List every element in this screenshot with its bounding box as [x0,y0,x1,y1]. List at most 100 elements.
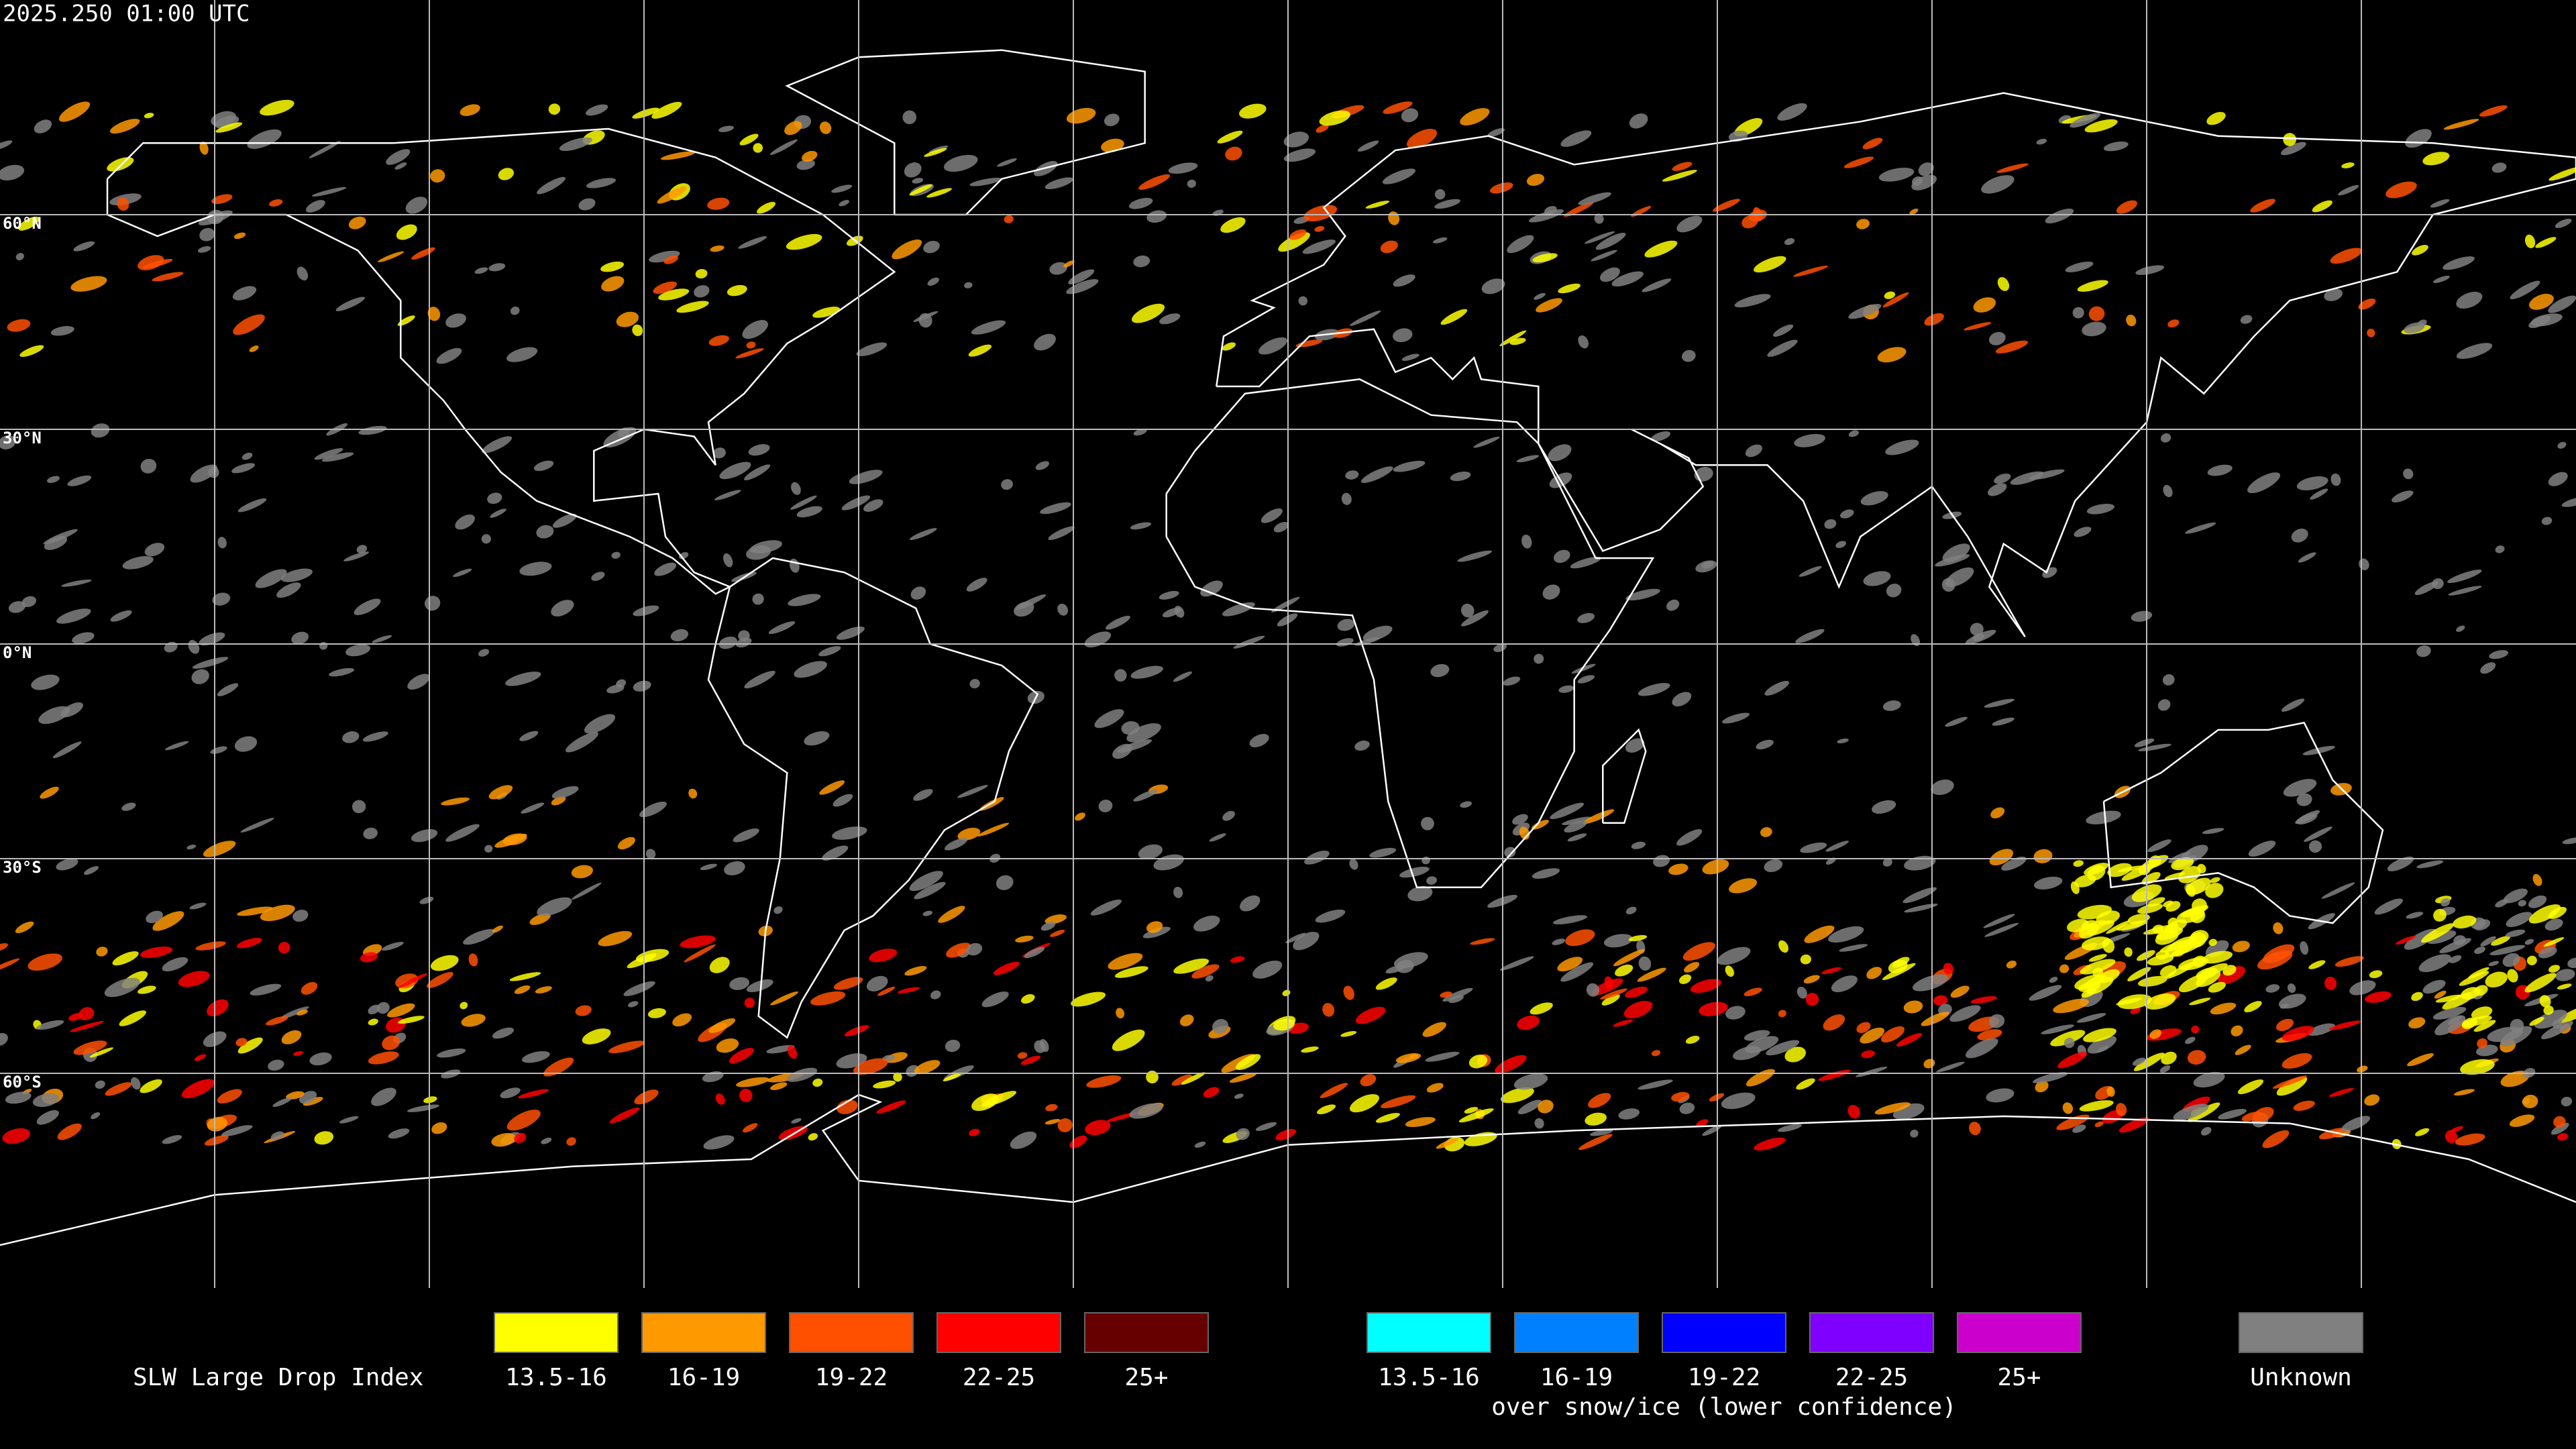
cloud-patch [913,789,933,801]
cloud-patch [2310,488,2328,500]
cloud-patch [1044,1119,1061,1125]
cloud-patch [914,1060,941,1075]
cloud-patch [1162,607,1181,618]
cloud-patch [2432,578,2444,590]
cloud-patch [2395,935,2416,945]
cloud-patch [2349,980,2376,996]
cloud-patch [2557,983,2572,989]
cloud-patch [1966,1038,1998,1059]
cloud-patch [2489,945,2526,956]
cloud-patch [1534,1118,1544,1129]
cloud-patch [144,113,154,119]
cloud-patch [189,902,207,910]
cloud-patch [1578,192,1611,205]
cloud-patch [112,951,139,966]
cloud-patch [1679,1102,1695,1114]
cloud-patch [5,1091,32,1104]
cloud-patch [1470,938,1495,945]
cloud-patch [788,594,821,606]
cloud-patch [566,1137,576,1146]
cloud-patch [396,224,417,240]
cloud-patch [1613,949,1645,967]
cloud-patch [1426,876,1437,885]
cloud-patch [2473,1020,2496,1032]
cloud-patch [1591,250,1617,262]
cloud-patch [519,731,539,741]
cloud-patch [1571,663,1596,674]
cloud-patch [1767,339,1798,357]
cloud-patch [1191,964,1220,979]
cloud-patch [1933,995,1948,1006]
cloud-patch [2443,256,2475,270]
cloud-patch [1159,590,1179,600]
cloud-patch [178,971,210,987]
cloud-patch [2293,1100,2315,1111]
cloud-patch [1642,278,1672,292]
cloud-patch [1981,175,2015,194]
cloud-patch [2474,985,2488,996]
cloud-patch [1193,915,1220,932]
cloud-patch [812,1078,823,1087]
cloud-patch [634,1089,659,1105]
cloud-patch [215,122,243,133]
cloud-patch [2159,1065,2171,1073]
timestamp: 2025.250 01:00 UTC [3,1,250,28]
cloud-patch [455,515,475,530]
cloud-patch [2403,468,2414,480]
cloud-patch [1904,855,1936,871]
cloud-patch [95,1080,105,1089]
cloud-patch [2063,1037,2075,1049]
cloud-patch [1856,1022,1871,1033]
cloud-patch [2179,973,2208,993]
cloud-patch [1544,206,1557,215]
latitude-label: 0°N [3,643,32,662]
cloud-patch [348,216,366,229]
cloud-patch [1860,1027,1885,1044]
cloud-patch [794,661,828,678]
cloud-patch [757,201,776,214]
cloud-patch [281,1030,302,1044]
cloud-patch [57,1123,82,1140]
cloud-patch [710,245,724,252]
cloud-patch [1911,174,1937,191]
cloud-patch [1044,177,1074,189]
cloud-patch [2157,699,2171,711]
cloud-patch [2147,897,2165,907]
cloud-patch [601,276,625,292]
cloud-patch [398,973,427,988]
cloud-patch [1970,996,1997,1004]
cloud-patch [996,875,1014,890]
cloud-patch [2328,1020,2361,1030]
cloud-patch [260,904,295,921]
cloud-patch [1285,932,1306,944]
cloud-patch [2272,1075,2308,1089]
cloud-patch [518,1089,549,1099]
cloud-patch [1315,909,1346,923]
cloud-patch [1918,162,1934,176]
cloud-patch [1129,1103,1163,1119]
cloud-patch [1847,1105,1860,1119]
cloud-patch [1611,271,1644,287]
cloud-patch [2218,966,2245,985]
cloud-patch [1796,1078,1815,1090]
cloud-patch [873,1080,896,1089]
cloud-patch [1558,685,1574,693]
cloud-patch [1637,967,1666,982]
cloud-patch [930,990,941,1000]
cloud-patch [1600,988,1627,1000]
cloud-patch [1203,1087,1220,1098]
cloud-patch [1578,1134,1613,1150]
cloud-patch [1217,130,1243,144]
cloud-patch [1171,1074,1192,1086]
cloud-patch [110,119,140,134]
cloud-patch [31,674,60,690]
cloud-patch [1240,895,1260,912]
cloud-patch [488,785,513,800]
cloud-patch [1615,964,1633,977]
cloud-patch [982,1091,1017,1107]
cloud-patch [2460,1059,2495,1075]
cloud-patch [1839,944,1868,952]
cloud-patch [1349,1093,1379,1113]
cloud-patch [1631,841,1646,849]
cloud-patch [1818,1069,1851,1081]
